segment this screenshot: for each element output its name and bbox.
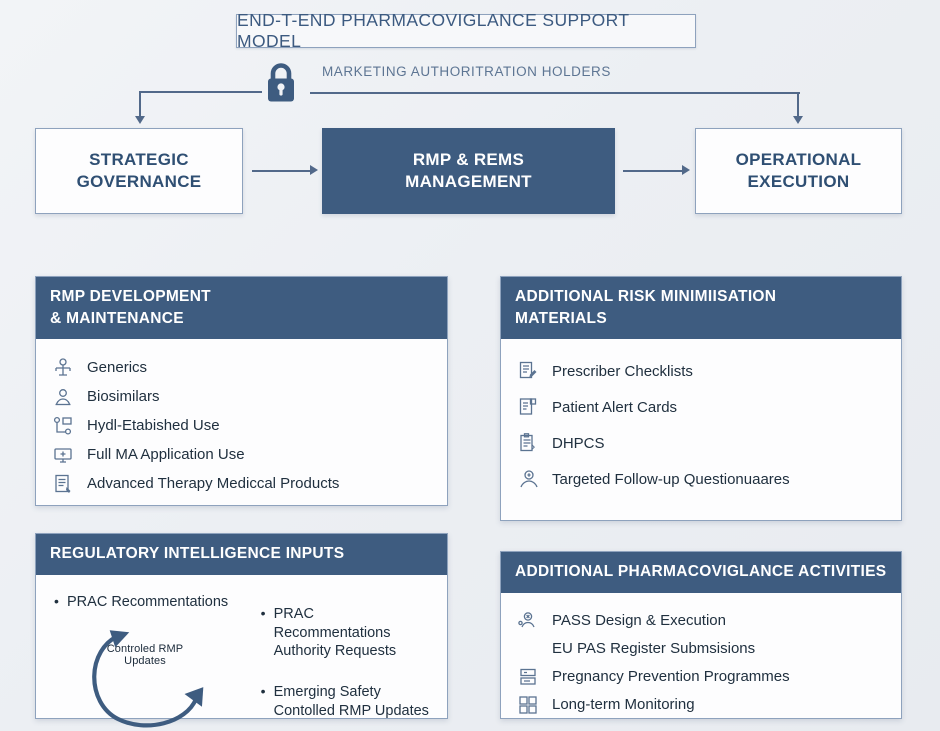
list-item-label: Patient Alert Cards (552, 398, 678, 416)
panel-title-line1: RMP DEVELOPMENT (50, 288, 211, 305)
monitor-icon (52, 444, 74, 466)
clipboard-icon (517, 432, 539, 454)
regulatory-bullet: Emerging Safety Contolled RMP Updates (261, 682, 431, 721)
list-item-label: Long-term Monitoring (552, 696, 695, 714)
panel-rmp-development-header: RMP DEVELOPMENT & MAINTENANCE (36, 277, 447, 340)
panel-title: REGULATORY INTELLIGENCE INPUTS (50, 545, 345, 562)
process-box-line2: EXECUTION (747, 172, 850, 191)
panel-risk-minimisation-materials: ADDITIONAL RISK MINIMIISATION MATERIALS … (500, 276, 902, 521)
list-item-label: PASS Design & Execution (552, 612, 726, 630)
list-item-label: Targeted Follow-up Questionuaares (552, 470, 790, 488)
panel-risk-minimisation-header: ADDITIONAL RISK MINIMIISATION MATERIALS (501, 277, 901, 340)
lock-icon (262, 60, 300, 104)
diagram-title-box: END-T-END PHARMACOVIGLANCE SUPPORT MODEL (236, 10, 696, 51)
list-item[interactable]: Hydl-Etabished Use (52, 411, 431, 440)
list-item-label: Pregnancy Prevention Programmes (552, 668, 790, 686)
list-item-label: DHPCS (552, 434, 605, 452)
regulatory-bullet: PRAC Recommentations Authority Requests (261, 604, 431, 662)
process-box-line2: GOVERNANCE (76, 172, 202, 191)
process-box-line1: RMP & REMS (412, 149, 525, 169)
list-item-label: Full MA Application Use (87, 446, 245, 464)
list-item[interactable]: Long-term Monitoring (517, 691, 885, 719)
no-icon-placeholder (517, 638, 539, 660)
person-badge-icon (517, 468, 539, 490)
panel-pharmacovigilance-activities-header: ADDITIONAL PHARMACOVIGLANCE ACTIVITIES (501, 552, 901, 593)
people-research-icon (517, 610, 539, 632)
connector-right-arrowhead-icon (793, 116, 803, 124)
process-box-strategic-governance[interactable]: STRATEGIC GOVERNANCE (35, 128, 243, 214)
list-item[interactable]: PASS Design & Execution (517, 607, 885, 635)
list-item-label: EU PAS Register Submsisions (552, 640, 756, 658)
hierarchy-icon (52, 415, 74, 437)
panel-risk-minimisation-body: Prescriber Checklists Patient Alert Card… (501, 339, 901, 513)
process-box-line1: OPERATIONAL (735, 149, 862, 169)
pv-activities-list: PASS Design & Execution EU PAS Register … (517, 607, 885, 719)
process-box-operational-execution[interactable]: OPERATIONAL EXECUTION (695, 128, 902, 214)
marketing-authorisation-holders-label: MARKETING AUTHORITRATION HOLDERS (322, 64, 611, 79)
connector-right-vertical (797, 92, 799, 118)
cycle-label: Controled RMP Updates (106, 642, 184, 667)
list-item[interactable]: Full MA Application Use (52, 440, 431, 469)
arrow-rmp-to-operational (623, 170, 685, 172)
list-item[interactable]: EU PAS Register Submsisions (517, 635, 885, 663)
list-item-label: Prescriber Checklists (552, 362, 693, 380)
connector-left-horizontal (140, 91, 262, 93)
list-item-label: Biosimilars (87, 388, 160, 406)
regulatory-bullets-group: PRAC Recommentations Authority Requests … (261, 589, 431, 731)
server-icon (517, 666, 539, 688)
list-item[interactable]: Biosimilars (52, 382, 431, 411)
page-title: END-T-END PHARMACOVIGLANCE SUPPORT MODEL (237, 10, 630, 51)
connector-left-arrowhead-icon (135, 116, 145, 124)
list-item[interactable]: DHPCS (517, 425, 885, 461)
checklist-pencil-icon (517, 360, 539, 382)
list-item[interactable]: Generics (52, 353, 431, 382)
panel-rmp-development-body: Generics Biosimilars (36, 339, 447, 514)
panel-pharmacovigilance-activities: ADDITIONAL PHARMACOVIGLANCE ACTIVITIES P… (500, 551, 902, 719)
list-item[interactable]: Targeted Follow-up Questionuaares (517, 461, 885, 497)
list-item[interactable]: Advanced Therapy Mediccal Products (52, 469, 431, 498)
list-item-label: Generics (87, 359, 148, 377)
regulatory-cycle-group: PRAC Recommentations Controled RMP Updat… (52, 589, 253, 731)
panel-regulatory-intelligence: REGULATORY INTELLIGENCE INPUTS PRAC Reco… (35, 533, 448, 728)
panel-title-line2: & MAINTENANCE (50, 309, 184, 327)
grid-icon (517, 694, 539, 716)
document-edit-icon (52, 473, 74, 495)
list-item-label: Advanced Therapy Mediccal Products (87, 475, 340, 493)
list-item[interactable]: Patient Alert Cards (517, 389, 885, 425)
arrow-governance-to-rmp (252, 170, 312, 172)
process-box-line1: STRATEGIC (89, 149, 189, 169)
card-document-icon (517, 396, 539, 418)
list-item[interactable]: Prescriber Checklists (517, 353, 885, 389)
panel-regulatory-intelligence-header: REGULATORY INTELLIGENCE INPUTS (36, 534, 447, 575)
process-box-rmp-rems-management[interactable]: RMP & REMS MANAGEMENT (322, 128, 615, 214)
list-item[interactable]: Pregnancy Prevention Programmes (517, 663, 885, 691)
panel-rmp-development: RMP DEVELOPMENT & MAINTENANCE Generics (35, 276, 448, 506)
prac-recommendations-bullet: PRAC Recommentations (54, 592, 228, 612)
panel-title-line1: ADDITIONAL RISK MINIMIISATION (515, 288, 777, 305)
arrow-rmp-to-operational-head-icon (682, 165, 690, 175)
panel-regulatory-intelligence-body: PRAC Recommentations Controled RMP Updat… (36, 575, 447, 731)
panel-title: ADDITIONAL PHARMACOVIGLANCE ACTIVITIES (515, 563, 887, 580)
generics-icon (52, 357, 74, 379)
list-item-label: Hydl-Etabished Use (87, 417, 220, 435)
panel-pharmacovigilance-activities-body: PASS Design & Execution EU PAS Register … (501, 593, 901, 731)
rmp-development-list: Generics Biosimilars (52, 353, 431, 498)
risk-minimisation-list: Prescriber Checklists Patient Alert Card… (517, 353, 885, 497)
cycle-arrow-icon (68, 611, 248, 731)
biosimilars-person-icon (52, 386, 74, 408)
arrow-governance-to-rmp-head-icon (310, 165, 318, 175)
connector-left-vertical (139, 91, 141, 118)
panel-title-line2: MATERIALS (515, 309, 607, 327)
process-box-line2: MANAGEMENT (405, 172, 532, 191)
mah-underline (310, 92, 800, 94)
